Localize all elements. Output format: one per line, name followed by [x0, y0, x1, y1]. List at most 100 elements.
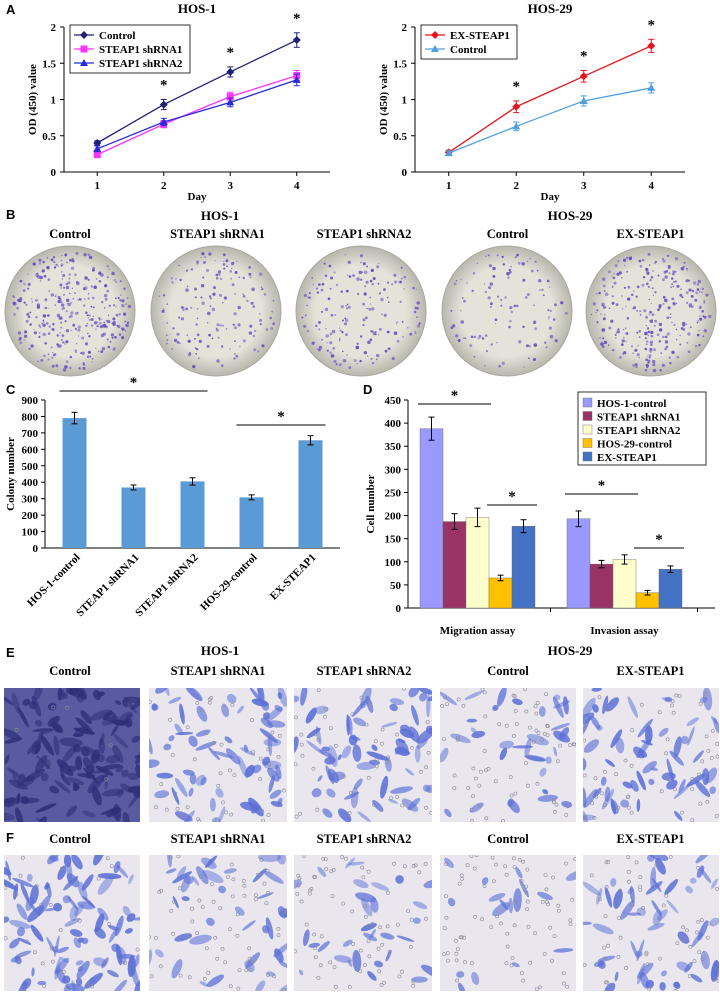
- x-tick-label: STEAP1 shRNA2: [133, 551, 201, 619]
- bar: [419, 428, 444, 609]
- y-tick-label: 400: [22, 477, 39, 489]
- bar: [612, 559, 637, 609]
- error-bar: [520, 519, 527, 534]
- bar: [180, 481, 205, 548]
- panel-letter-d: D: [363, 382, 373, 397]
- y-tick-label: 100: [385, 557, 402, 569]
- colony-plate-shrna1: [150, 245, 282, 377]
- significance-star: *: [655, 532, 663, 548]
- legend-swatch: [582, 424, 593, 435]
- y-tick-label: 0: [33, 543, 39, 555]
- error-bar: [428, 416, 435, 441]
- bar: [488, 577, 513, 609]
- y-tick-label: 700: [22, 428, 39, 440]
- colony-label-control-hos29: Control: [486, 227, 529, 241]
- section-title-hos1-b: HOS-1: [200, 208, 240, 223]
- error-bar: [307, 435, 314, 446]
- significance-star: *: [598, 478, 606, 494]
- x-tick-label: 2: [514, 180, 520, 192]
- migration-label-shrna1: STEAP1 shRNA1: [170, 664, 266, 678]
- legend: EX-STEAP1 Control: [420, 24, 518, 60]
- data-point: [512, 102, 521, 111]
- y-tick-label: 300: [22, 494, 39, 506]
- invasion-image-control-hos1: [4, 855, 140, 991]
- y-tick-label: 200: [22, 510, 39, 522]
- y-tick-label: 0: [396, 603, 402, 615]
- x-tick-label: STEAP1 shRNA1: [74, 552, 141, 619]
- x-tick-label: 4: [294, 180, 300, 192]
- data-point: [226, 67, 235, 76]
- colony-label-ex-steap1: EX-STEAP1: [616, 227, 685, 241]
- panel-letter-b: B: [6, 207, 16, 222]
- migration-label-ex-steap1: EX-STEAP1: [616, 664, 685, 678]
- panel-letter-c: C: [6, 382, 16, 397]
- series-line: [96, 39, 298, 144]
- legend-box: [577, 391, 707, 466]
- x-tick-label: 3: [228, 180, 234, 192]
- significance-star: *: [160, 78, 168, 94]
- y-tick-label: 0: [402, 167, 408, 179]
- significance-star: *: [508, 489, 516, 505]
- x-tick-label: 3: [581, 180, 587, 192]
- panel-letter-e: E: [6, 645, 15, 660]
- y-tick-label: 300: [385, 464, 402, 476]
- significance-star: *: [648, 17, 656, 33]
- data-point: [512, 122, 521, 130]
- invasion-label-ex-steap1: EX-STEAP1: [616, 832, 685, 846]
- legend-marker: [80, 45, 88, 53]
- y-tick-label: 1.5: [42, 58, 56, 70]
- migration-label-shrna2: STEAP1 shRNA2: [316, 664, 412, 678]
- significance-star: *: [130, 375, 138, 391]
- bar-chart-cell-number: 0 50 100 150 200 250 300 350 400 450 Cell number Mi…: [365, 388, 715, 637]
- y-tick-label: 2: [402, 22, 408, 34]
- data-point: [93, 139, 102, 147]
- legend-label: EX-STEAP1: [450, 30, 510, 42]
- bar-chart-colony-number: 0 100 200 300 400 500 600 700 800 900 Colony numbe…: [5, 375, 340, 619]
- significance-star: *: [580, 49, 588, 65]
- data-point: [93, 144, 102, 152]
- y-axis-label: Cell number: [365, 474, 377, 533]
- legend-label: STEAP1 shRNA1: [597, 412, 680, 424]
- invasion-image-ex-steap1: [583, 855, 719, 991]
- colony-label-control-hos1: Control: [49, 227, 91, 241]
- data-point: [647, 83, 656, 91]
- y-tick-label: 900: [22, 395, 39, 407]
- colony-label-shrna2: STEAP1 shRNA2: [316, 227, 412, 241]
- y-tick-label: 50: [390, 580, 402, 592]
- bar: [239, 497, 264, 548]
- x-tick-label: Migration assay: [440, 625, 516, 637]
- y-tick-label: 500: [22, 461, 39, 473]
- invasion-image-control-hos29: [440, 855, 576, 991]
- panel-letter-a: A: [6, 2, 16, 17]
- invasion-image-shrna2: [294, 855, 432, 991]
- y-axis-label: OD (450) value: [378, 64, 390, 135]
- migration-label-control-hos29: Control: [487, 664, 529, 678]
- data-point: [159, 117, 168, 125]
- colony-plate-shrna2: [295, 245, 427, 377]
- error-bar: [497, 574, 504, 582]
- invasion-label-control-hos29: Control: [487, 832, 529, 846]
- invasion-label-shrna2: STEAP1 shRNA2: [316, 832, 412, 846]
- colony-plate-control-hos29: [441, 245, 573, 377]
- legend-label: HOS-1-control: [597, 398, 666, 410]
- x-axis-label: Day: [541, 191, 560, 203]
- y-tick-label: 400: [385, 418, 402, 430]
- legend-marker: [431, 45, 439, 52]
- bar: [511, 525, 536, 609]
- legend: Control STEAP1 shRNA1 STEAP1 shRNA2: [69, 24, 191, 74]
- significance-star: *: [227, 45, 235, 61]
- legend-label: STEAP1 shRNA1: [99, 44, 182, 56]
- legend-box: [420, 24, 518, 60]
- bar: [566, 518, 591, 609]
- colony-plate-ex-steap1: [585, 245, 717, 377]
- y-tick-label: 150: [385, 534, 402, 546]
- y-axis-label: OD (450) value: [27, 64, 39, 135]
- x-axis-label: Day: [188, 191, 207, 203]
- y-tick-label: 600: [22, 444, 39, 456]
- y-tick-label: 250: [385, 487, 402, 499]
- x-tick-label: HOS-29-control: [198, 552, 259, 613]
- colony-label-shrna1: STEAP1 shRNA1: [170, 227, 265, 241]
- data-point: [647, 41, 656, 50]
- significance-star: *: [293, 11, 301, 27]
- y-tick-label: 0.5: [393, 131, 407, 143]
